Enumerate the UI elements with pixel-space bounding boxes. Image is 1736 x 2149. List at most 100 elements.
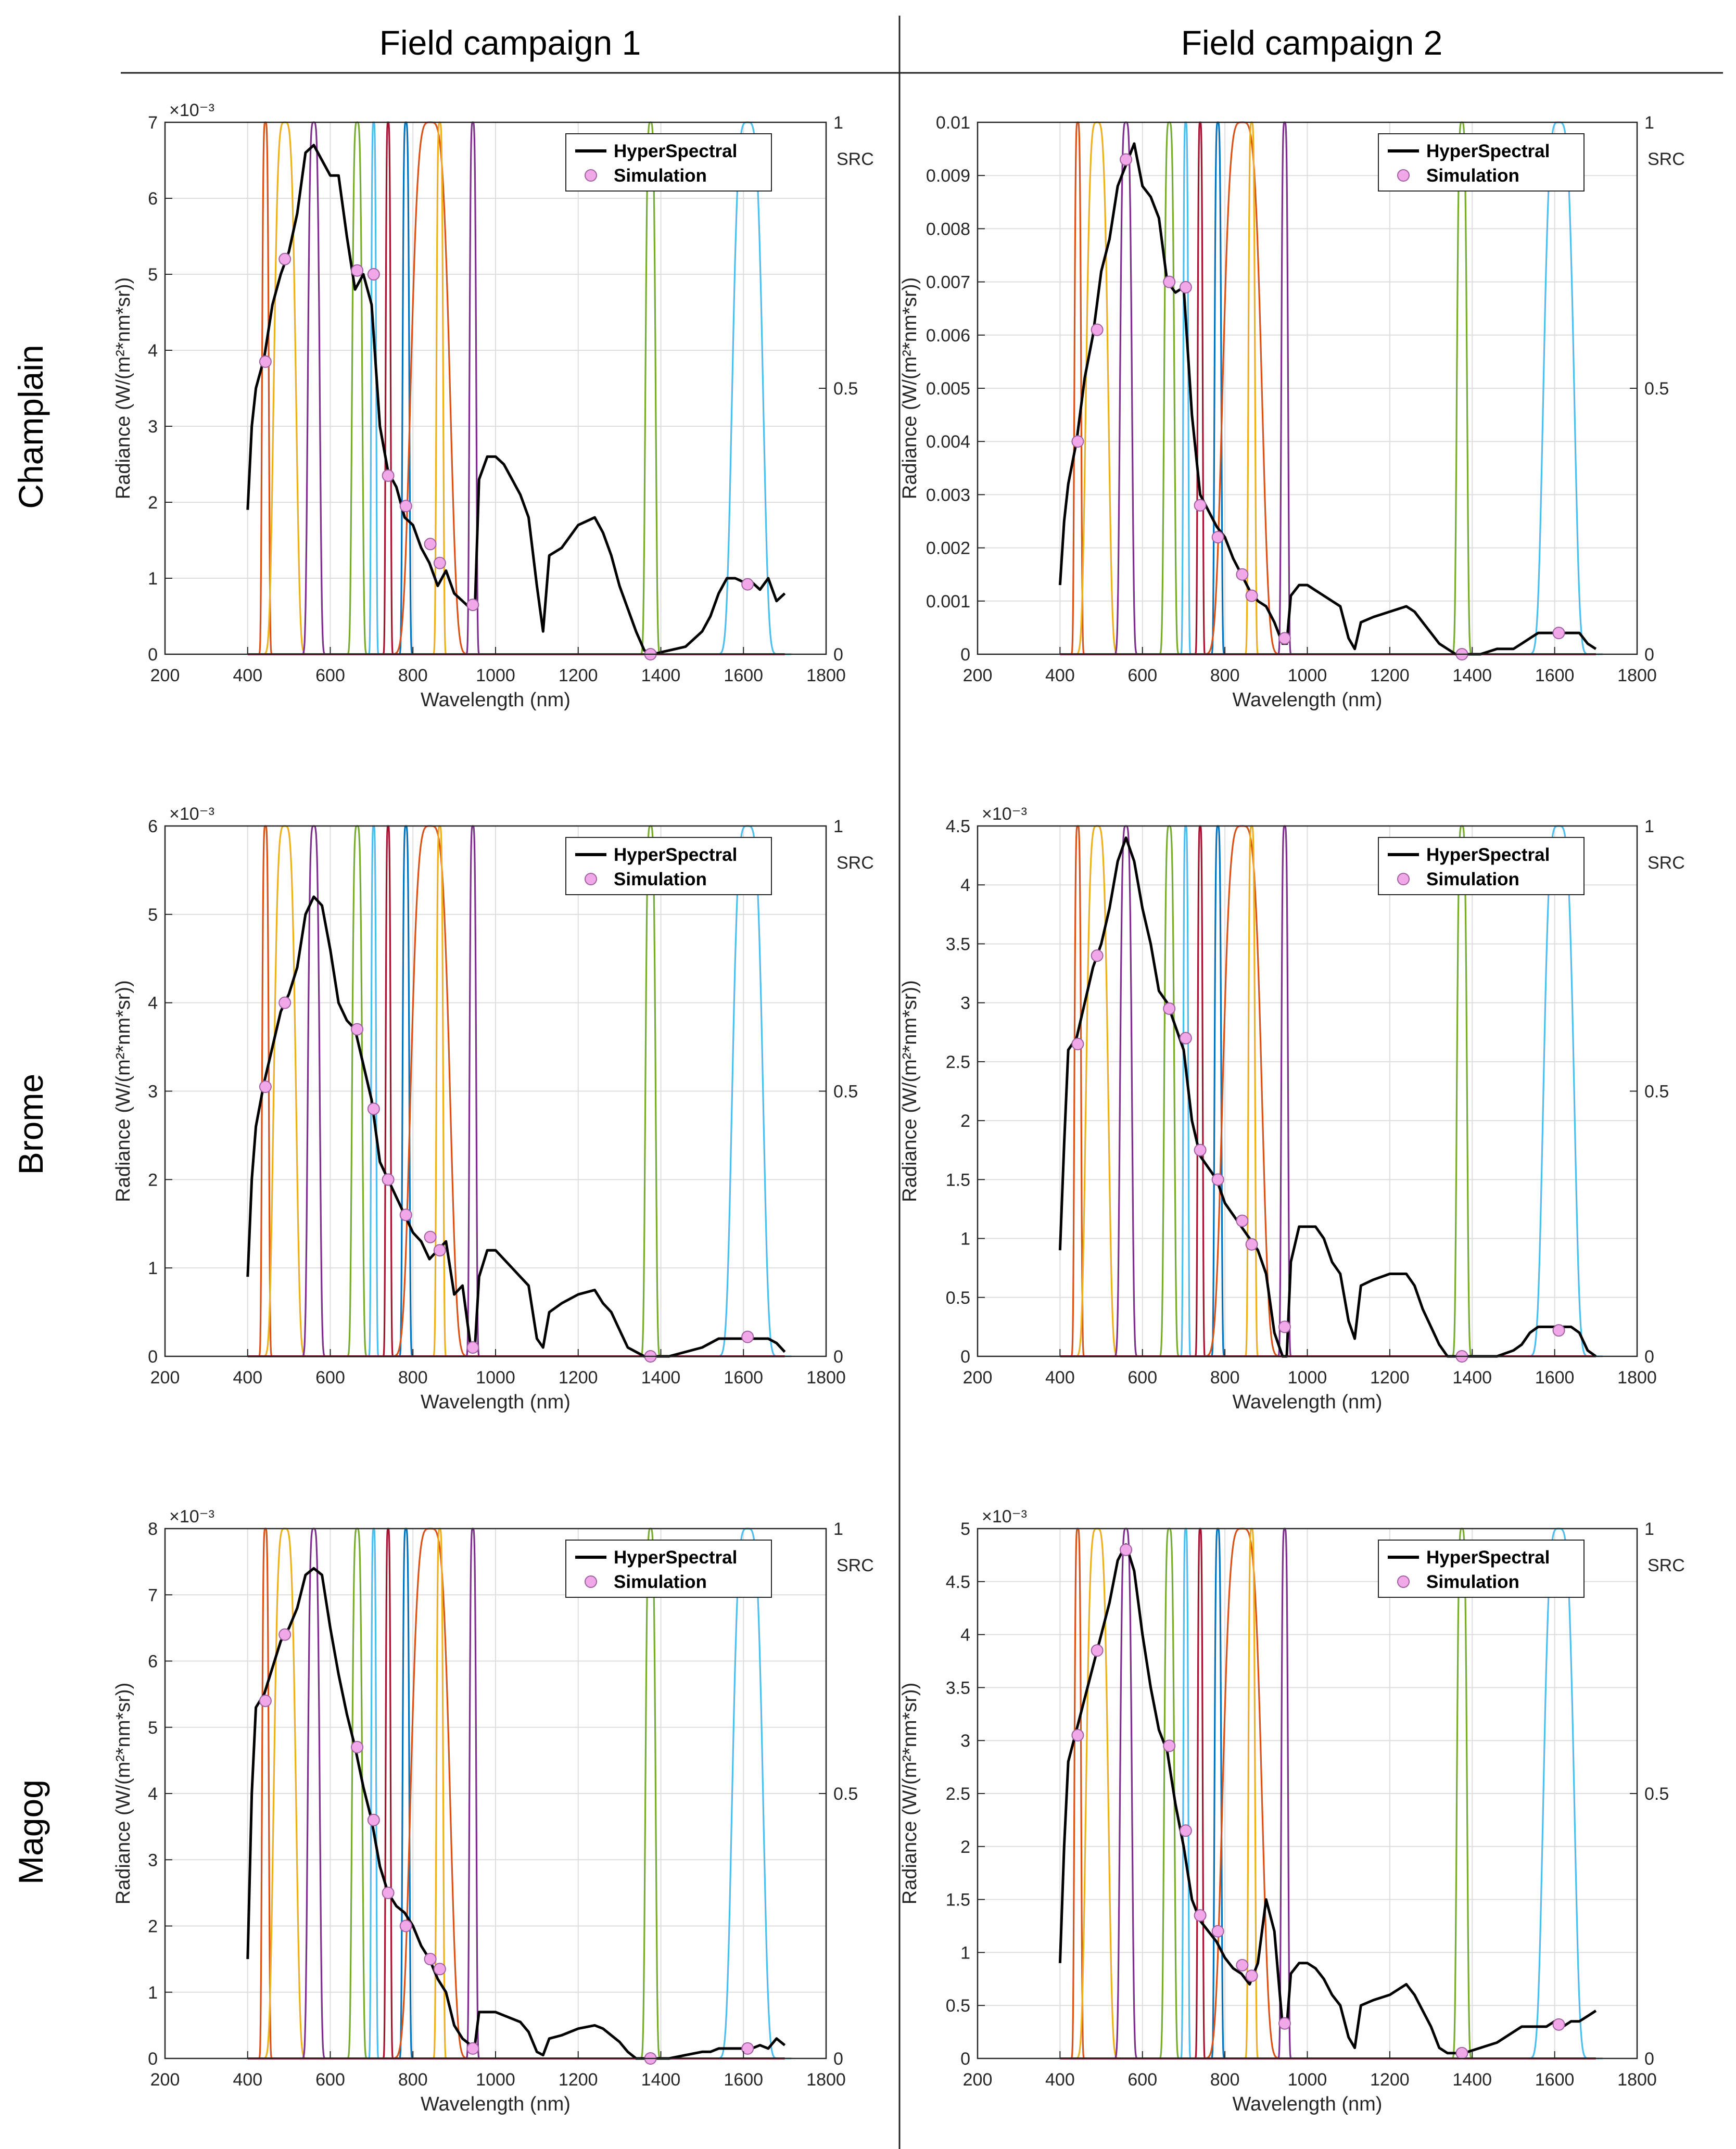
chart-panels: 200 400 600 800 1000 1200 1400 1600 180001234567… (112, 100, 1685, 2115)
y-tick-label: 4 (960, 1625, 970, 1645)
x-tick-label: 800 (1210, 666, 1240, 685)
simulation-point (433, 556, 446, 569)
hyperspectral-line (246, 1567, 786, 2060)
y-tick-label: 2 (148, 493, 158, 513)
x-tick-label: 1600 (1535, 1368, 1575, 1388)
x-tick-label: 1600 (1535, 2070, 1575, 2090)
hyperspectral-line (1058, 836, 1597, 1358)
x-tick-label: 1400 (641, 2070, 681, 2090)
simulation-point (1245, 589, 1258, 602)
y-exponent: ×10⁻³ (982, 804, 1027, 824)
x-tick-label: 1600 (724, 666, 763, 685)
y2-tick-label: 0.5 (833, 1082, 858, 1102)
src-curve (1241, 825, 1262, 1357)
legend: HyperSpectral Simulation (1378, 837, 1585, 895)
y2-axis-label: SRC (837, 1556, 874, 1575)
x-tick-label: 1800 (1617, 666, 1657, 685)
y-tick-label: 5 (148, 905, 158, 925)
y2-tick-label: 0.5 (1644, 379, 1669, 399)
y-tick-label: 3.5 (946, 934, 970, 954)
y-tick-label: 2 (148, 1170, 158, 1190)
y2-axis-label: SRC (1648, 149, 1685, 169)
y-axis-label: Radiance (W/(m²*nm*sr)) (112, 1683, 134, 1904)
y2-tick-label: 0 (833, 2049, 843, 2069)
x-tick-label: 1800 (1617, 1368, 1657, 1388)
simulation-point (1163, 1002, 1176, 1015)
y-tick-label: 0.01 (936, 113, 970, 133)
simulation-point (1245, 1969, 1258, 1982)
legend-label: HyperSpectral (614, 845, 737, 865)
y-tick-label: 4 (148, 341, 158, 361)
x-tick-label: 1000 (476, 1368, 515, 1388)
x-tick-label: 200 (150, 1368, 180, 1388)
simulation-point (1245, 1238, 1258, 1251)
simulation-point (1163, 275, 1176, 288)
src-curve (1515, 825, 1603, 1357)
simulation-point (1179, 1824, 1192, 1837)
simulation-point (1194, 499, 1207, 512)
x-tick-label: 1000 (1288, 666, 1327, 685)
simulation-point (433, 1244, 446, 1257)
simulation-point (466, 1341, 479, 1354)
simulation-point (382, 1173, 395, 1186)
x-tick-label: 400 (233, 666, 262, 685)
simulation-point (278, 996, 292, 1009)
y2-tick-label: 1 (833, 1519, 843, 1539)
y-tick-label: 4 (148, 994, 158, 1013)
x-tick-label: 800 (398, 1368, 428, 1388)
x-axis-label: Wavelength (nm) (1233, 689, 1383, 711)
y2-tick-label: 1 (833, 113, 843, 133)
x-tick-label: 400 (1045, 666, 1075, 685)
y-tick-label: 4 (960, 875, 970, 895)
y-tick-label: 6 (148, 189, 158, 209)
row-title-magog: Magog (11, 1779, 50, 1885)
y-tick-label: 4.5 (946, 817, 970, 836)
legend-label: Simulation (1426, 1572, 1519, 1592)
src-curve (1155, 825, 1184, 1357)
legend: HyperSpectral Simulation (565, 1540, 772, 1598)
x-tick-label: 200 (963, 1368, 993, 1388)
x-tick-label: 400 (233, 1368, 262, 1388)
y-axis-label: Radiance (W/(m²*nm*sr)) (112, 980, 134, 1202)
y-tick-label: 0 (960, 1347, 970, 1367)
y-tick-label: 3 (148, 417, 158, 437)
hyperspectral-line (246, 895, 786, 1358)
x-tick-label: 1200 (1370, 2070, 1410, 2090)
chart-panel-2: 200 400 600 800 1000 1200 1400 1600 180000.0010.… (899, 113, 1685, 711)
simulation-point (259, 1694, 272, 1707)
simulation-point (741, 2042, 754, 2055)
simulation-point (1091, 1644, 1104, 1657)
x-tick-label: 1800 (1617, 2070, 1657, 2090)
x-tick-label: 200 (963, 2070, 993, 2090)
x-tick-label: 1000 (1288, 2070, 1327, 2090)
y-tick-label: 1 (148, 569, 158, 589)
chart-panel-6: 200 400 600 800 1000 1200 1400 1600 180000.511.5… (899, 1507, 1685, 2115)
y-tick-label: 0 (148, 645, 158, 665)
y-tick-label: 5 (148, 1718, 158, 1738)
simulation-point (278, 252, 292, 265)
y-axis-label: Radiance (W/(m²*nm*sr)) (112, 277, 134, 499)
simulation-point (1179, 1032, 1192, 1045)
y-tick-label: 2 (960, 1111, 970, 1131)
y-tick-label: 0.006 (926, 326, 970, 346)
simulation-point (382, 469, 395, 482)
simulation-point (1552, 2018, 1565, 2031)
simulation-point (1120, 1543, 1133, 1556)
x-tick-label: 1800 (806, 1368, 846, 1388)
simulation-point (1179, 281, 1192, 294)
y-tick-label: 0.002 (926, 539, 970, 558)
src-curves (253, 121, 792, 655)
src-curve (1178, 825, 1193, 1357)
simulation-point (367, 1102, 380, 1115)
y2-tick-label: 0.5 (1644, 1082, 1669, 1102)
y2-tick-label: 1 (1644, 113, 1654, 133)
legend-box (1378, 837, 1585, 895)
legend-marker-swatch (1397, 873, 1410, 885)
y-tick-label: 7 (148, 1585, 158, 1605)
simulation-point (367, 268, 380, 281)
src-curve (366, 121, 381, 655)
src-curve (1109, 825, 1143, 1357)
simulation-point (466, 2042, 479, 2055)
simulation-point (741, 578, 754, 591)
simulation-point (424, 538, 437, 551)
